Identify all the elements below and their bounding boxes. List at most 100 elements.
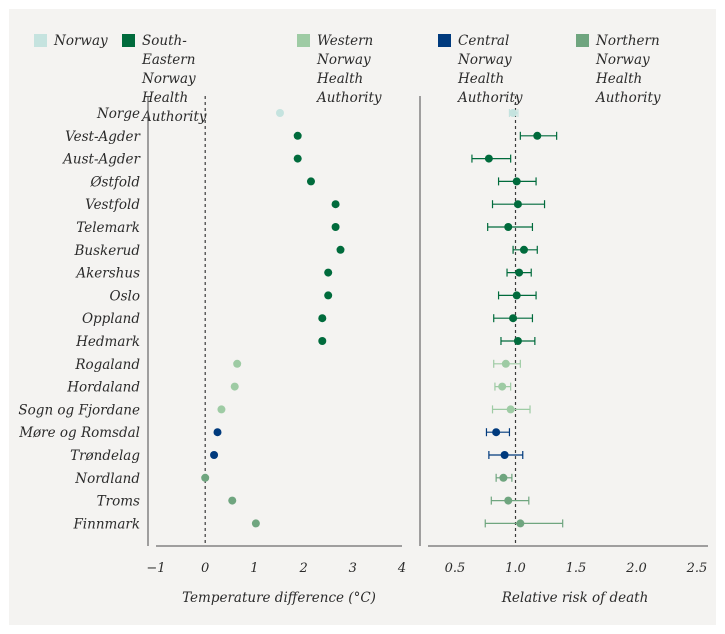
risk-errorbar xyxy=(491,405,531,414)
legend-label-line: Health Authority xyxy=(317,71,382,106)
risk-point xyxy=(533,131,542,140)
legend-label: Western Norway Health Authority xyxy=(317,32,382,108)
risk-errorbar xyxy=(493,314,534,323)
legend-swatch xyxy=(438,34,451,47)
risk-point xyxy=(509,109,518,117)
legend-label-line: Norway xyxy=(54,33,108,49)
temperature-point xyxy=(318,337,327,345)
legend-swatch xyxy=(34,34,47,47)
legend: Norway South-Eastern Norway Health Authori… xyxy=(0,0,725,125)
risk-errorbar xyxy=(488,451,524,459)
risk-errorbar xyxy=(500,337,536,345)
risk-point xyxy=(504,496,513,505)
temperature-point xyxy=(293,131,302,140)
row-label: Oslo xyxy=(110,288,140,304)
legend-label: Northern Norway Health Authority xyxy=(596,32,661,108)
risk-errorbar xyxy=(494,382,512,391)
risk-errorbar xyxy=(497,291,537,300)
legend-swatch xyxy=(297,34,310,47)
left-x-tick-label: 0 xyxy=(201,561,209,576)
temperature-point xyxy=(233,359,242,368)
risk-point xyxy=(519,245,528,254)
risk-point xyxy=(513,200,522,209)
row-label: Buskerud xyxy=(73,243,140,259)
right-x-tick-label: 1.5 xyxy=(566,561,587,576)
temperature-point xyxy=(336,245,345,254)
legend-swatch xyxy=(576,34,589,47)
legend-label-line: Northern Norway xyxy=(596,33,660,68)
left-x-tick-label: 2 xyxy=(298,561,307,576)
right-x-tick-label: 1.0 xyxy=(505,561,526,576)
temperature-point xyxy=(230,382,239,391)
risk-point xyxy=(500,451,509,459)
row-label: Finnmark xyxy=(72,516,140,532)
risk-point xyxy=(484,154,493,163)
risk-point xyxy=(501,359,510,368)
risk-point xyxy=(513,337,522,345)
temperature-point xyxy=(318,314,327,323)
row-labels: Norge Vest-Agder Aust-Agder Østfold Vestfold… xyxy=(18,106,141,532)
legend-label: South-Eastern Norway Health Authority xyxy=(142,32,207,127)
risk-point xyxy=(506,405,515,414)
temperature-point xyxy=(251,519,260,528)
row-label: Hedmark xyxy=(75,334,140,350)
row-label: Aust-Agder xyxy=(61,152,141,168)
risk-errorbar xyxy=(487,223,534,231)
legend-label-line: Health Authority xyxy=(142,90,207,125)
temperature-point xyxy=(201,473,210,482)
temperature-point xyxy=(324,291,333,300)
risk-errorbar xyxy=(484,519,564,528)
risk-errorbar xyxy=(519,131,558,140)
risk-errorbar xyxy=(471,154,512,163)
legend-label: Norway xyxy=(54,32,108,51)
row-label: Akershus xyxy=(74,266,140,282)
right-x-tick-label: 0.5 xyxy=(445,561,466,576)
temperature-point xyxy=(331,223,340,231)
row-label: Norge xyxy=(96,106,140,122)
figure-panel xyxy=(9,9,716,625)
right-x-tick-label: 2.0 xyxy=(625,561,647,576)
left-x-tick-label: 1 xyxy=(250,561,258,576)
temperature-point xyxy=(293,154,302,163)
row-label: Rogaland xyxy=(74,357,140,373)
temperature-point xyxy=(217,405,226,414)
left-x-tick-label: −1 xyxy=(146,561,165,576)
risk-errorbar xyxy=(490,496,530,505)
row-label: Trøndelag xyxy=(70,448,140,464)
risk-point xyxy=(498,382,507,391)
temperature-point xyxy=(331,200,340,209)
risk-point xyxy=(512,177,521,186)
risk-point xyxy=(512,291,521,300)
risk-errorbar xyxy=(512,245,538,254)
row-label: Vest-Agder xyxy=(65,129,141,145)
row-label: Hordaland xyxy=(66,380,140,396)
left-x-tick-label: 3 xyxy=(349,561,357,576)
temperature-point xyxy=(306,177,315,186)
risk-point xyxy=(492,428,501,437)
left-panel: −1 0 1 2 3 4 xyxy=(146,96,406,576)
risk-errorbar xyxy=(508,109,519,117)
legend-label-line: Central Norway xyxy=(458,33,512,68)
right-x-tick-label: 2.5 xyxy=(686,561,708,576)
risk-point xyxy=(516,519,525,528)
risk-errorbar xyxy=(495,473,513,482)
row-label: Troms xyxy=(97,494,140,510)
right-x-axis-label: Relative risk of death xyxy=(501,590,649,606)
risk-errorbar xyxy=(493,359,521,368)
legend-swatch xyxy=(122,34,135,47)
legend-label-line: South-Eastern Norway xyxy=(142,33,196,87)
risk-point xyxy=(515,268,524,277)
legend-label-line: Health Authority xyxy=(596,71,661,106)
legend-label-line: Western Norway xyxy=(317,33,374,68)
row-label: Møre og Romsdal xyxy=(18,425,140,441)
row-label: Østfold xyxy=(89,174,140,190)
row-label: Sogn og Fjordane xyxy=(18,402,140,418)
temperature-point xyxy=(210,451,219,459)
left-x-axis-label: Temperature difference (°C) xyxy=(182,590,376,606)
row-label: Nordland xyxy=(74,471,140,487)
risk-errorbar xyxy=(491,200,546,209)
row-label: Telemark xyxy=(76,220,140,236)
legend-label-line: Health Authority xyxy=(458,71,523,106)
row-label: Oppland xyxy=(82,311,140,327)
